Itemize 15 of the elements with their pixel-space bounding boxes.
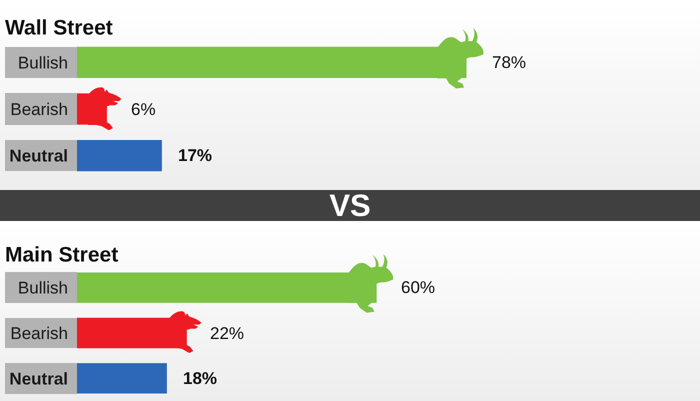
data-label: 6% (131, 100, 156, 119)
y-tick-label: Neutral (9, 146, 68, 166)
data-label: 18% (183, 369, 218, 388)
chart-title: Wall Street (5, 16, 113, 40)
data-label: 78% (492, 53, 526, 72)
data-label: 17% (178, 146, 212, 165)
chart-title: Main Street (5, 243, 118, 266)
data-label: 22% (210, 324, 244, 343)
y-tick-label: Bullish (18, 53, 68, 72)
y-tick-label: Bullish (18, 278, 68, 298)
text: VS (0, 188, 700, 223)
y-tick-label: Neutral (9, 369, 68, 388)
y-tick-label: Bearish (10, 324, 68, 343)
y-tick-label: Bearish (10, 100, 68, 119)
data-label: 60% (401, 278, 436, 297)
